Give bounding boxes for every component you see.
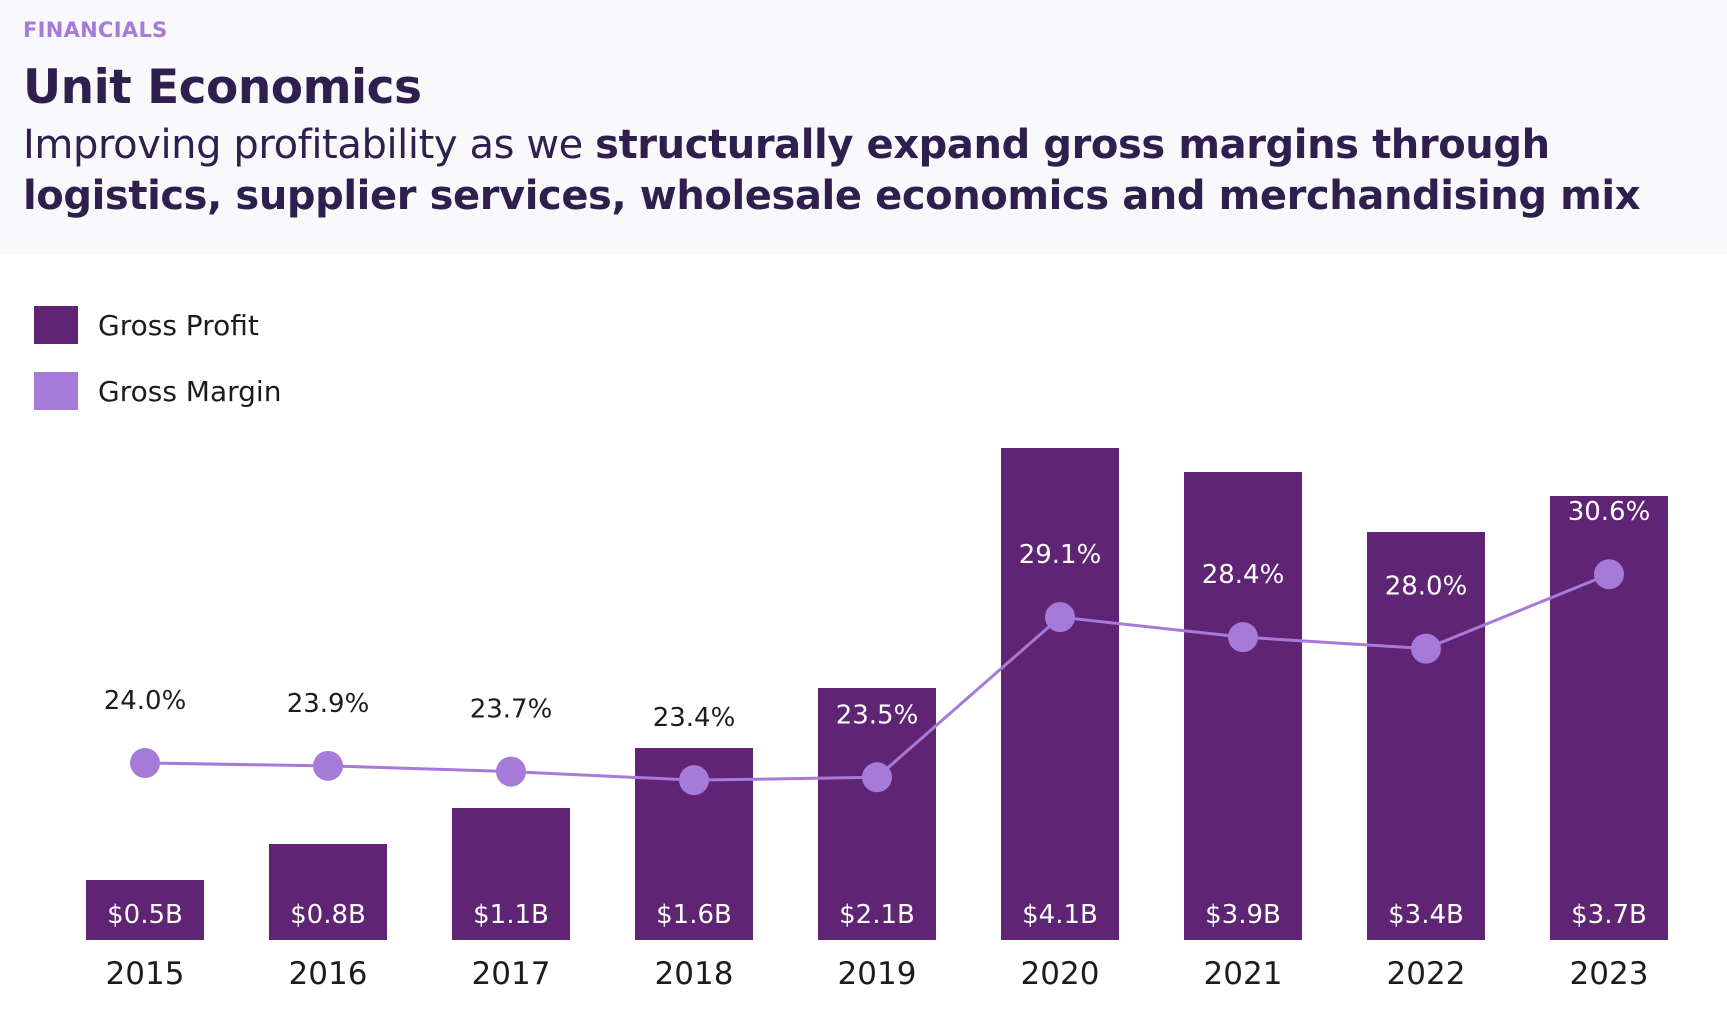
- legend-item-gross-margin: Gross Margin: [34, 371, 281, 411]
- point-gross-margin-2020: [1045, 602, 1075, 633]
- x-tick-label-2020: 2020: [1021, 956, 1100, 992]
- bar-value-label-2023: $3.7B: [1571, 900, 1647, 930]
- x-tick-label-2016: 2016: [289, 956, 368, 992]
- x-tick-label-2018: 2018: [655, 956, 734, 992]
- x-tick-label-2017: 2017: [472, 956, 551, 992]
- legend-swatch-gross-margin: [34, 372, 78, 410]
- subtitle-bold-text: structurally expand gross margins throug…: [23, 122, 1641, 219]
- bar-gross-profit-2021: [1184, 472, 1302, 940]
- bar-gross-profit-2022: [1367, 532, 1485, 940]
- margin-value-label-2015: 24.0%: [104, 686, 187, 716]
- legend-label-gross-profit: Gross Profit: [98, 308, 259, 342]
- bar-gross-profit-2017: [452, 808, 570, 940]
- margin-value-label-2019: 23.5%: [836, 700, 919, 730]
- bar-value-label-2015: $0.5B: [107, 900, 183, 930]
- x-tick-label-2015: 2015: [106, 956, 185, 992]
- margin-value-label-2016: 23.9%: [287, 689, 370, 719]
- point-gross-margin-2015: [130, 748, 160, 778]
- margin-value-label-2018: 23.4%: [653, 703, 736, 733]
- bar-value-label-2020: $4.1B: [1022, 900, 1098, 930]
- bar-value-label-2019: $2.1B: [839, 900, 915, 930]
- margin-value-label-2020: 29.1%: [1019, 540, 1102, 570]
- bar-value-label-2022: $3.4B: [1388, 900, 1464, 930]
- header-band: [0, 0, 1727, 255]
- bar-gross-profit-2020: [1001, 448, 1119, 940]
- chart-legend: Gross Profit Gross Margin: [34, 305, 281, 437]
- bar-value-label-2016: $0.8B: [290, 900, 366, 930]
- point-gross-margin-2021: [1228, 622, 1258, 653]
- margin-value-label-2017: 23.7%: [470, 695, 553, 725]
- point-gross-margin-2019: [862, 762, 892, 793]
- bar-gross-profit-2019: [818, 688, 936, 940]
- margin-value-label-2021: 28.4%: [1202, 560, 1285, 590]
- bar-value-label-2018: $1.6B: [656, 900, 732, 930]
- bar-gross-profit-2015: [86, 880, 204, 940]
- margin-value-label-2022: 28.0%: [1385, 572, 1468, 602]
- x-tick-label-2021: 2021: [1204, 956, 1283, 992]
- bar-value-label-2021: $3.9B: [1205, 900, 1281, 930]
- point-gross-margin-2023: [1594, 559, 1624, 590]
- point-gross-margin-2017: [496, 756, 526, 787]
- page-title: Unit Economics: [23, 60, 422, 115]
- x-tick-label-2022: 2022: [1387, 956, 1466, 992]
- legend-item-gross-profit: Gross Profit: [34, 305, 281, 345]
- x-tick-label-2023: 2023: [1570, 956, 1649, 992]
- bar-value-label-2017: $1.1B: [473, 900, 549, 930]
- point-gross-margin-2016: [313, 750, 343, 781]
- page-subtitle: Improving profitability as we structural…: [23, 120, 1713, 222]
- section-eyebrow: FINANCIALS: [23, 18, 168, 42]
- margin-value-label-2023: 30.6%: [1568, 497, 1651, 527]
- bar-gross-profit-2016: [269, 844, 387, 940]
- subtitle-light-text: Improving profitability as we: [23, 122, 596, 168]
- point-gross-margin-2022: [1411, 633, 1441, 664]
- legend-swatch-gross-profit: [34, 306, 78, 344]
- x-tick-label-2019: 2019: [838, 956, 917, 992]
- legend-label-gross-margin: Gross Margin: [98, 374, 282, 408]
- point-gross-margin-2018: [679, 765, 709, 796]
